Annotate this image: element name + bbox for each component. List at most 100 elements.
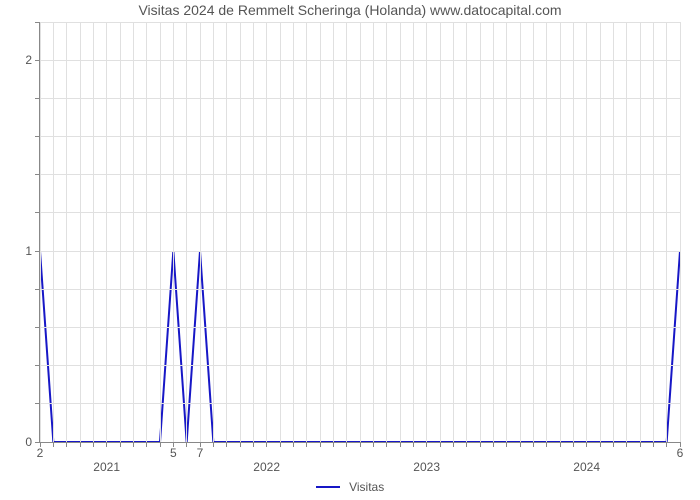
x-tick: [546, 442, 547, 447]
x-tick: [93, 442, 94, 447]
gridline-v: [480, 22, 481, 442]
gridline-v: [666, 22, 667, 442]
gridline-v: [226, 22, 227, 442]
gridline-v: [386, 22, 387, 442]
y-tick: [35, 365, 40, 366]
gridline-v: [120, 22, 121, 442]
y-tick: [35, 403, 40, 404]
gridline-h: [40, 289, 680, 290]
y-tick: [35, 22, 40, 23]
x-tick: [400, 442, 401, 447]
gridline-v: [53, 22, 54, 442]
gridline-v: [560, 22, 561, 442]
gridline-v: [640, 22, 641, 442]
gridline-v: [600, 22, 601, 442]
y-tick: [35, 98, 40, 99]
gridline-v: [253, 22, 254, 442]
x-tick-label: 2023: [413, 460, 440, 474]
x-tick: [373, 442, 374, 447]
y-tick: [35, 251, 40, 252]
x-tick: [613, 442, 614, 447]
gridline-v: [80, 22, 81, 442]
gridline-v: [426, 22, 427, 442]
x-tick: [106, 442, 107, 447]
visits-chart: Visitas 2024 de Remmelt Scheringa (Holan…: [0, 0, 700, 500]
x-tick: [226, 442, 227, 447]
gridline-h: [40, 365, 680, 366]
x-tick: [653, 442, 654, 447]
x-tick: [146, 442, 147, 447]
gridline-v: [493, 22, 494, 442]
x-tick-label: 2024: [573, 460, 600, 474]
x-tick-label: 2021: [93, 460, 120, 474]
gridline-v: [373, 22, 374, 442]
x-tick: [626, 442, 627, 447]
x-tick: [280, 442, 281, 447]
gridline-h: [40, 22, 680, 23]
x-value-label: 5: [170, 446, 177, 460]
x-tick: [480, 442, 481, 447]
gridline-v: [413, 22, 414, 442]
gridline-v: [400, 22, 401, 442]
gridline-v: [66, 22, 67, 442]
gridline-h: [40, 60, 680, 61]
gridline-v: [680, 22, 681, 442]
x-tick: [453, 442, 454, 447]
plot-area: 01220212022202320242576: [40, 22, 680, 442]
gridline-v: [106, 22, 107, 442]
x-tick: [413, 442, 414, 447]
x-tick: [293, 442, 294, 447]
gridline-v: [333, 22, 334, 442]
y-tick: [35, 327, 40, 328]
x-tick: [640, 442, 641, 447]
gridline-v: [346, 22, 347, 442]
gridline-v: [506, 22, 507, 442]
x-tick: [440, 442, 441, 447]
x-tick: [66, 442, 67, 447]
gridline-h: [40, 174, 680, 175]
y-tick: [35, 212, 40, 213]
gridline-v: [586, 22, 587, 442]
y-axis-line: [39, 22, 40, 442]
gridline-h: [40, 327, 680, 328]
x-tick: [573, 442, 574, 447]
gridline-v: [266, 22, 267, 442]
x-value-label: 7: [197, 446, 204, 460]
gridline-v: [533, 22, 534, 442]
x-value-label: 2: [37, 446, 44, 460]
x-tick: [386, 442, 387, 447]
x-tick: [666, 442, 667, 447]
x-value-label: 6: [677, 446, 684, 460]
gridline-v: [133, 22, 134, 442]
gridline-v: [146, 22, 147, 442]
chart-title: Visitas 2024 de Remmelt Scheringa (Holan…: [0, 2, 700, 18]
gridline-v: [160, 22, 161, 442]
x-tick: [133, 442, 134, 447]
y-tick: [35, 174, 40, 175]
x-tick: [266, 442, 267, 447]
gridline-h: [40, 212, 680, 213]
legend: Visitas: [0, 479, 700, 494]
x-tick: [533, 442, 534, 447]
gridline-v: [240, 22, 241, 442]
gridline-v: [653, 22, 654, 442]
x-tick: [253, 442, 254, 447]
gridline-h: [40, 251, 680, 252]
y-tick-label: 2: [14, 53, 32, 67]
gridline-v: [200, 22, 201, 442]
x-tick: [213, 442, 214, 447]
gridline-v: [520, 22, 521, 442]
x-tick: [586, 442, 587, 447]
y-tick: [35, 60, 40, 61]
x-tick: [80, 442, 81, 447]
x-tick: [600, 442, 601, 447]
legend-label: Visitas: [349, 480, 384, 494]
gridline-v: [546, 22, 547, 442]
x-tick: [53, 442, 54, 447]
legend-swatch: [316, 486, 340, 488]
x-tick: [506, 442, 507, 447]
x-tick: [560, 442, 561, 447]
gridline-v: [360, 22, 361, 442]
x-tick: [493, 442, 494, 447]
gridline-v: [186, 22, 187, 442]
